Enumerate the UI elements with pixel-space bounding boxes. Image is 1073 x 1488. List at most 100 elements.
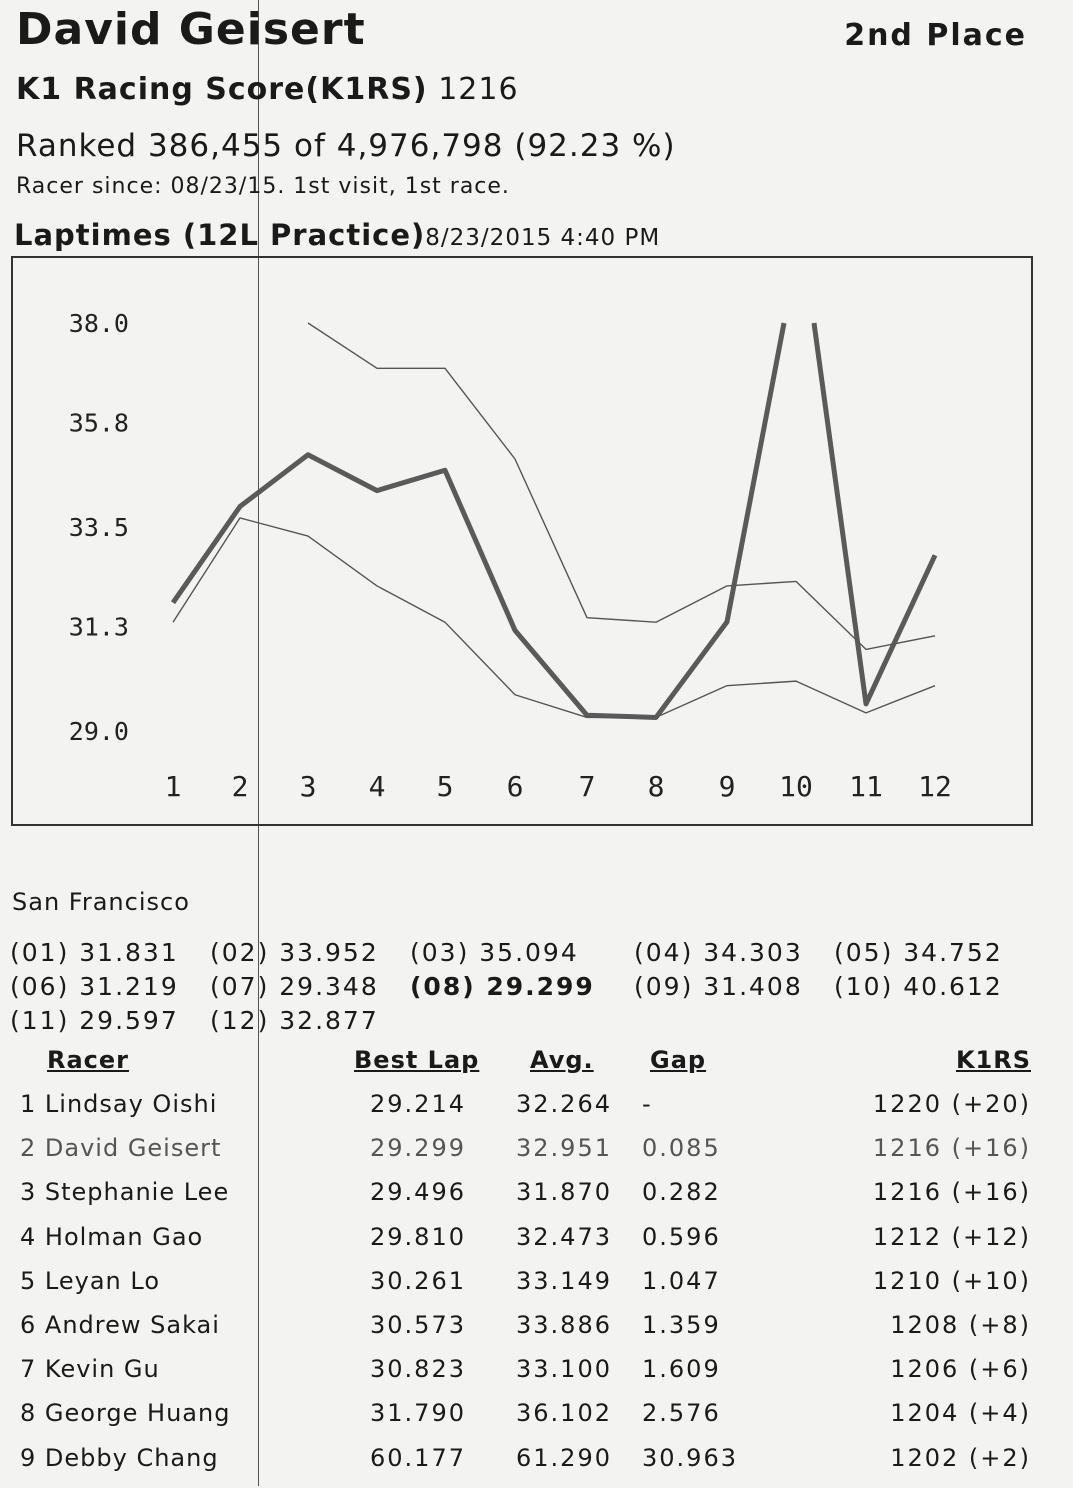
series-line-racer [811, 322, 938, 707]
racer-name-cell: 1 Lindsay Oishi [20, 1090, 218, 1118]
avg-cell: 36.102 [516, 1399, 612, 1428]
col-header-gap: Gap [650, 1046, 707, 1074]
best-lap-cell: 29.299 [370, 1134, 466, 1163]
fold-crease-line [258, 0, 259, 1486]
col-header-avg: Avg. [530, 1046, 594, 1074]
gap-cell: 1.359 [642, 1311, 721, 1339]
laptime-chart: 38.035.833.531.329.01 2 3 4 5 6 7 8 9 10 11 12 [69, 309, 952, 803]
x-tick-label: 9 [719, 770, 736, 803]
laptime-chart-frame [11, 256, 1033, 826]
avg-cell: 32.951 [516, 1134, 612, 1163]
best-lap-cell: 29.810 [370, 1222, 466, 1251]
lap-time: (12) 32.877 [210, 1006, 379, 1035]
best-lap-cell: 31.790 [370, 1399, 466, 1428]
racer-name-cell: 2 David Geisert [20, 1134, 222, 1163]
racer-since: Racer since: 08/23/15. 1st visit, 1st ra… [16, 174, 510, 199]
x-tick-label: 12 [918, 770, 952, 803]
racer-name-cell: 8 George Huang [20, 1399, 231, 1428]
result-row: 4 Holman Gao 29.810 32.473 0.596 1212 (+12) [0, 1223, 1073, 1267]
avg-cell: 33.886 [516, 1311, 612, 1339]
k1rs-cell: 1210 (+10) [872, 1266, 1031, 1295]
best-lap-cell: 29.214 [370, 1090, 466, 1118]
result-row: 9 Debby Chang 60.177 61.290 30.963 1202 (+2) [0, 1444, 1073, 1488]
session-title: Laptimes (12L Practice) [14, 218, 426, 252]
result-row: 3 Stephanie Lee 29.496 31.870 0.282 1216 (+1… [0, 1178, 1073, 1222]
racer-name-cell: 5 Leyan Lo [20, 1266, 160, 1295]
k1rs-cell: 1216 (+16) [872, 1134, 1031, 1163]
result-row: 1 Lindsay Oishi 29.214 32.264 - 1220 (+20) [0, 1090, 1073, 1134]
result-row: 8 George Huang 31.790 36.102 2.576 1204 (+4) [0, 1399, 1073, 1443]
y-tick-label: 31.3 [69, 613, 129, 642]
x-tick-label: 7 [579, 770, 596, 803]
gap-cell: - [642, 1090, 653, 1118]
x-tick-label: 10 [779, 770, 813, 803]
avg-cell: 32.473 [516, 1222, 612, 1251]
lap-time: (01) 31.831 [10, 938, 179, 967]
x-tick-label: 8 [648, 770, 665, 803]
gap-cell: 0.282 [642, 1178, 721, 1207]
col-header-best-lap: Best Lap [354, 1046, 480, 1074]
y-tick-label: 33.5 [69, 513, 129, 542]
gap-cell: 2.576 [642, 1399, 721, 1428]
result-row: 5 Leyan Lo 30.261 33.149 1.047 1210 (+10) [0, 1267, 1073, 1311]
k1rs-cell: 1206 (+6) [890, 1355, 1031, 1384]
avg-cell: 33.149 [516, 1266, 612, 1295]
k1rs-cell: 1212 (+12) [872, 1222, 1031, 1251]
ranking: Ranked 386,455 of 4,976,798 (92.23 %) [16, 128, 676, 164]
x-tick-label: 6 [507, 770, 524, 803]
racer-name-cell: 3 Stephanie Lee [20, 1178, 230, 1207]
score-value: 1216 [438, 72, 519, 107]
lap-time: (03) 35.094 [410, 938, 579, 967]
y-tick-label: 29.0 [69, 717, 129, 746]
result-row: 6 Andrew Sakai 30.573 33.886 1.359 1208 (+8) [0, 1311, 1073, 1355]
x-tick-label: 4 [369, 770, 386, 803]
best-lap-cell: 30.823 [370, 1355, 466, 1384]
x-tick-label: 3 [300, 770, 317, 803]
avg-cell: 61.290 [516, 1443, 612, 1472]
best-lap-cell: 30.573 [370, 1311, 466, 1339]
x-tick-label: 1 [165, 770, 182, 803]
series-line-other [172, 517, 936, 719]
result-row: 2 David Geisert 29.299 32.951 0.085 1216 (+1… [0, 1134, 1073, 1178]
lap-time-best: (08) 29.299 [410, 972, 595, 1001]
finish-place: 2nd Place [844, 18, 1027, 53]
lap-time: (10) 40.612 [834, 972, 1003, 1001]
best-lap-cell: 60.177 [370, 1443, 466, 1472]
result-row: 7 Kevin Gu 30.823 33.100 1.609 1206 (+6) [0, 1355, 1073, 1399]
gap-cell: 1.047 [642, 1266, 721, 1295]
score-label: K1 Racing Score(K1RS) [16, 72, 428, 107]
col-header-racer: Racer [47, 1046, 130, 1074]
gap-cell: 0.596 [642, 1222, 721, 1251]
k1rs-cell: 1216 (+16) [872, 1178, 1031, 1207]
x-tick-label: 2 [232, 770, 249, 803]
racer-name-cell: 6 Andrew Sakai [20, 1311, 220, 1339]
best-lap-cell: 29.496 [370, 1178, 466, 1207]
x-tick-label: 11 [849, 770, 883, 803]
session-datetime: 8/23/2015 4:40 PM [425, 225, 661, 251]
best-lap-cell: 30.261 [370, 1266, 466, 1295]
racer-name-cell: 7 Kevin Gu [20, 1355, 160, 1384]
racer-name-cell: 9 Debby Chang [20, 1443, 219, 1472]
col-header-k1rs: K1RS [955, 1046, 1031, 1074]
k1rs-cell: 1202 (+2) [890, 1443, 1031, 1472]
avg-cell: 31.870 [516, 1178, 612, 1207]
lap-time: (07) 29.348 [210, 972, 379, 1001]
laptimes-heading: Laptimes (12L Practice)8/23/2015 4:40 PM [14, 218, 660, 252]
gap-cell: 0.085 [642, 1134, 721, 1163]
racer-name-cell: 4 Holman Gao [20, 1222, 204, 1251]
gap-cell: 30.963 [642, 1443, 738, 1472]
k1rs-cell: 1220 (+20) [872, 1090, 1031, 1118]
lap-time: (04) 34.303 [634, 938, 803, 967]
avg-cell: 33.100 [516, 1355, 612, 1384]
y-tick-label: 35.8 [69, 409, 129, 438]
lap-time: (11) 29.597 [10, 1006, 179, 1035]
series-line-other [307, 322, 936, 651]
track-name: San Francisco [12, 888, 190, 916]
x-tick-label: 5 [437, 770, 454, 803]
lap-time: (09) 31.408 [634, 972, 803, 1001]
k1rs-cell: 1208 (+8) [890, 1311, 1031, 1339]
racer-name: David Geisert [16, 4, 366, 55]
gap-cell: 1.609 [642, 1355, 721, 1384]
lap-time: (06) 31.219 [10, 972, 179, 1001]
lap-time: (02) 33.952 [210, 938, 379, 967]
